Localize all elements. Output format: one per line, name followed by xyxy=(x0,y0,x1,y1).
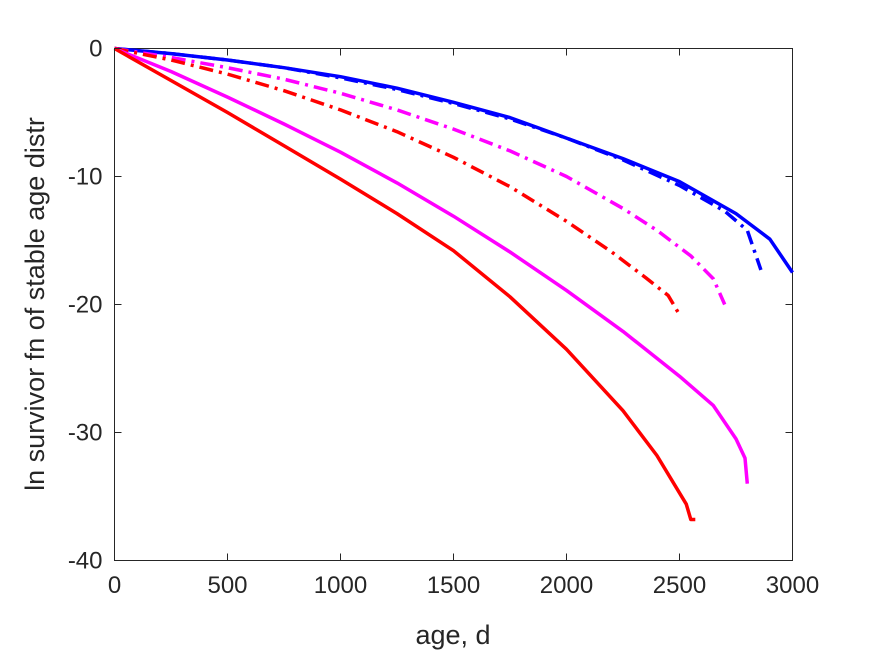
y-tick-label: -10 xyxy=(68,164,103,191)
x-axis-ticks: 0 500 1000 1500 2000 2500 3000 xyxy=(108,48,819,599)
x-tick-label: 1000 xyxy=(314,572,367,599)
series-line-4 xyxy=(114,46,682,316)
y-tick-label: -40 xyxy=(68,548,103,575)
y-tick-label: 0 xyxy=(89,36,102,63)
y-tick-label: -30 xyxy=(68,420,103,447)
x-tick-label: 3000 xyxy=(766,572,819,599)
x-tick-label: 1500 xyxy=(427,572,480,599)
x-tick-label: 2500 xyxy=(653,572,706,599)
y-tick-label: -20 xyxy=(68,292,103,319)
series-line-2 xyxy=(114,46,763,271)
y-axis-label: ln survivor fn of stable age distr xyxy=(20,117,50,491)
series-group xyxy=(113,46,794,522)
x-tick-label: 2000 xyxy=(540,572,593,599)
series-line-3 xyxy=(114,46,727,306)
y-axis-ticks: 0 -10 -20 -30 -40 xyxy=(68,36,793,575)
series-line-5 xyxy=(113,46,750,484)
x-axis-label: age, d xyxy=(415,620,490,650)
x-tick-label: 500 xyxy=(207,572,247,599)
series-line-6 xyxy=(113,46,696,522)
x-tick-label: 0 xyxy=(108,572,121,599)
